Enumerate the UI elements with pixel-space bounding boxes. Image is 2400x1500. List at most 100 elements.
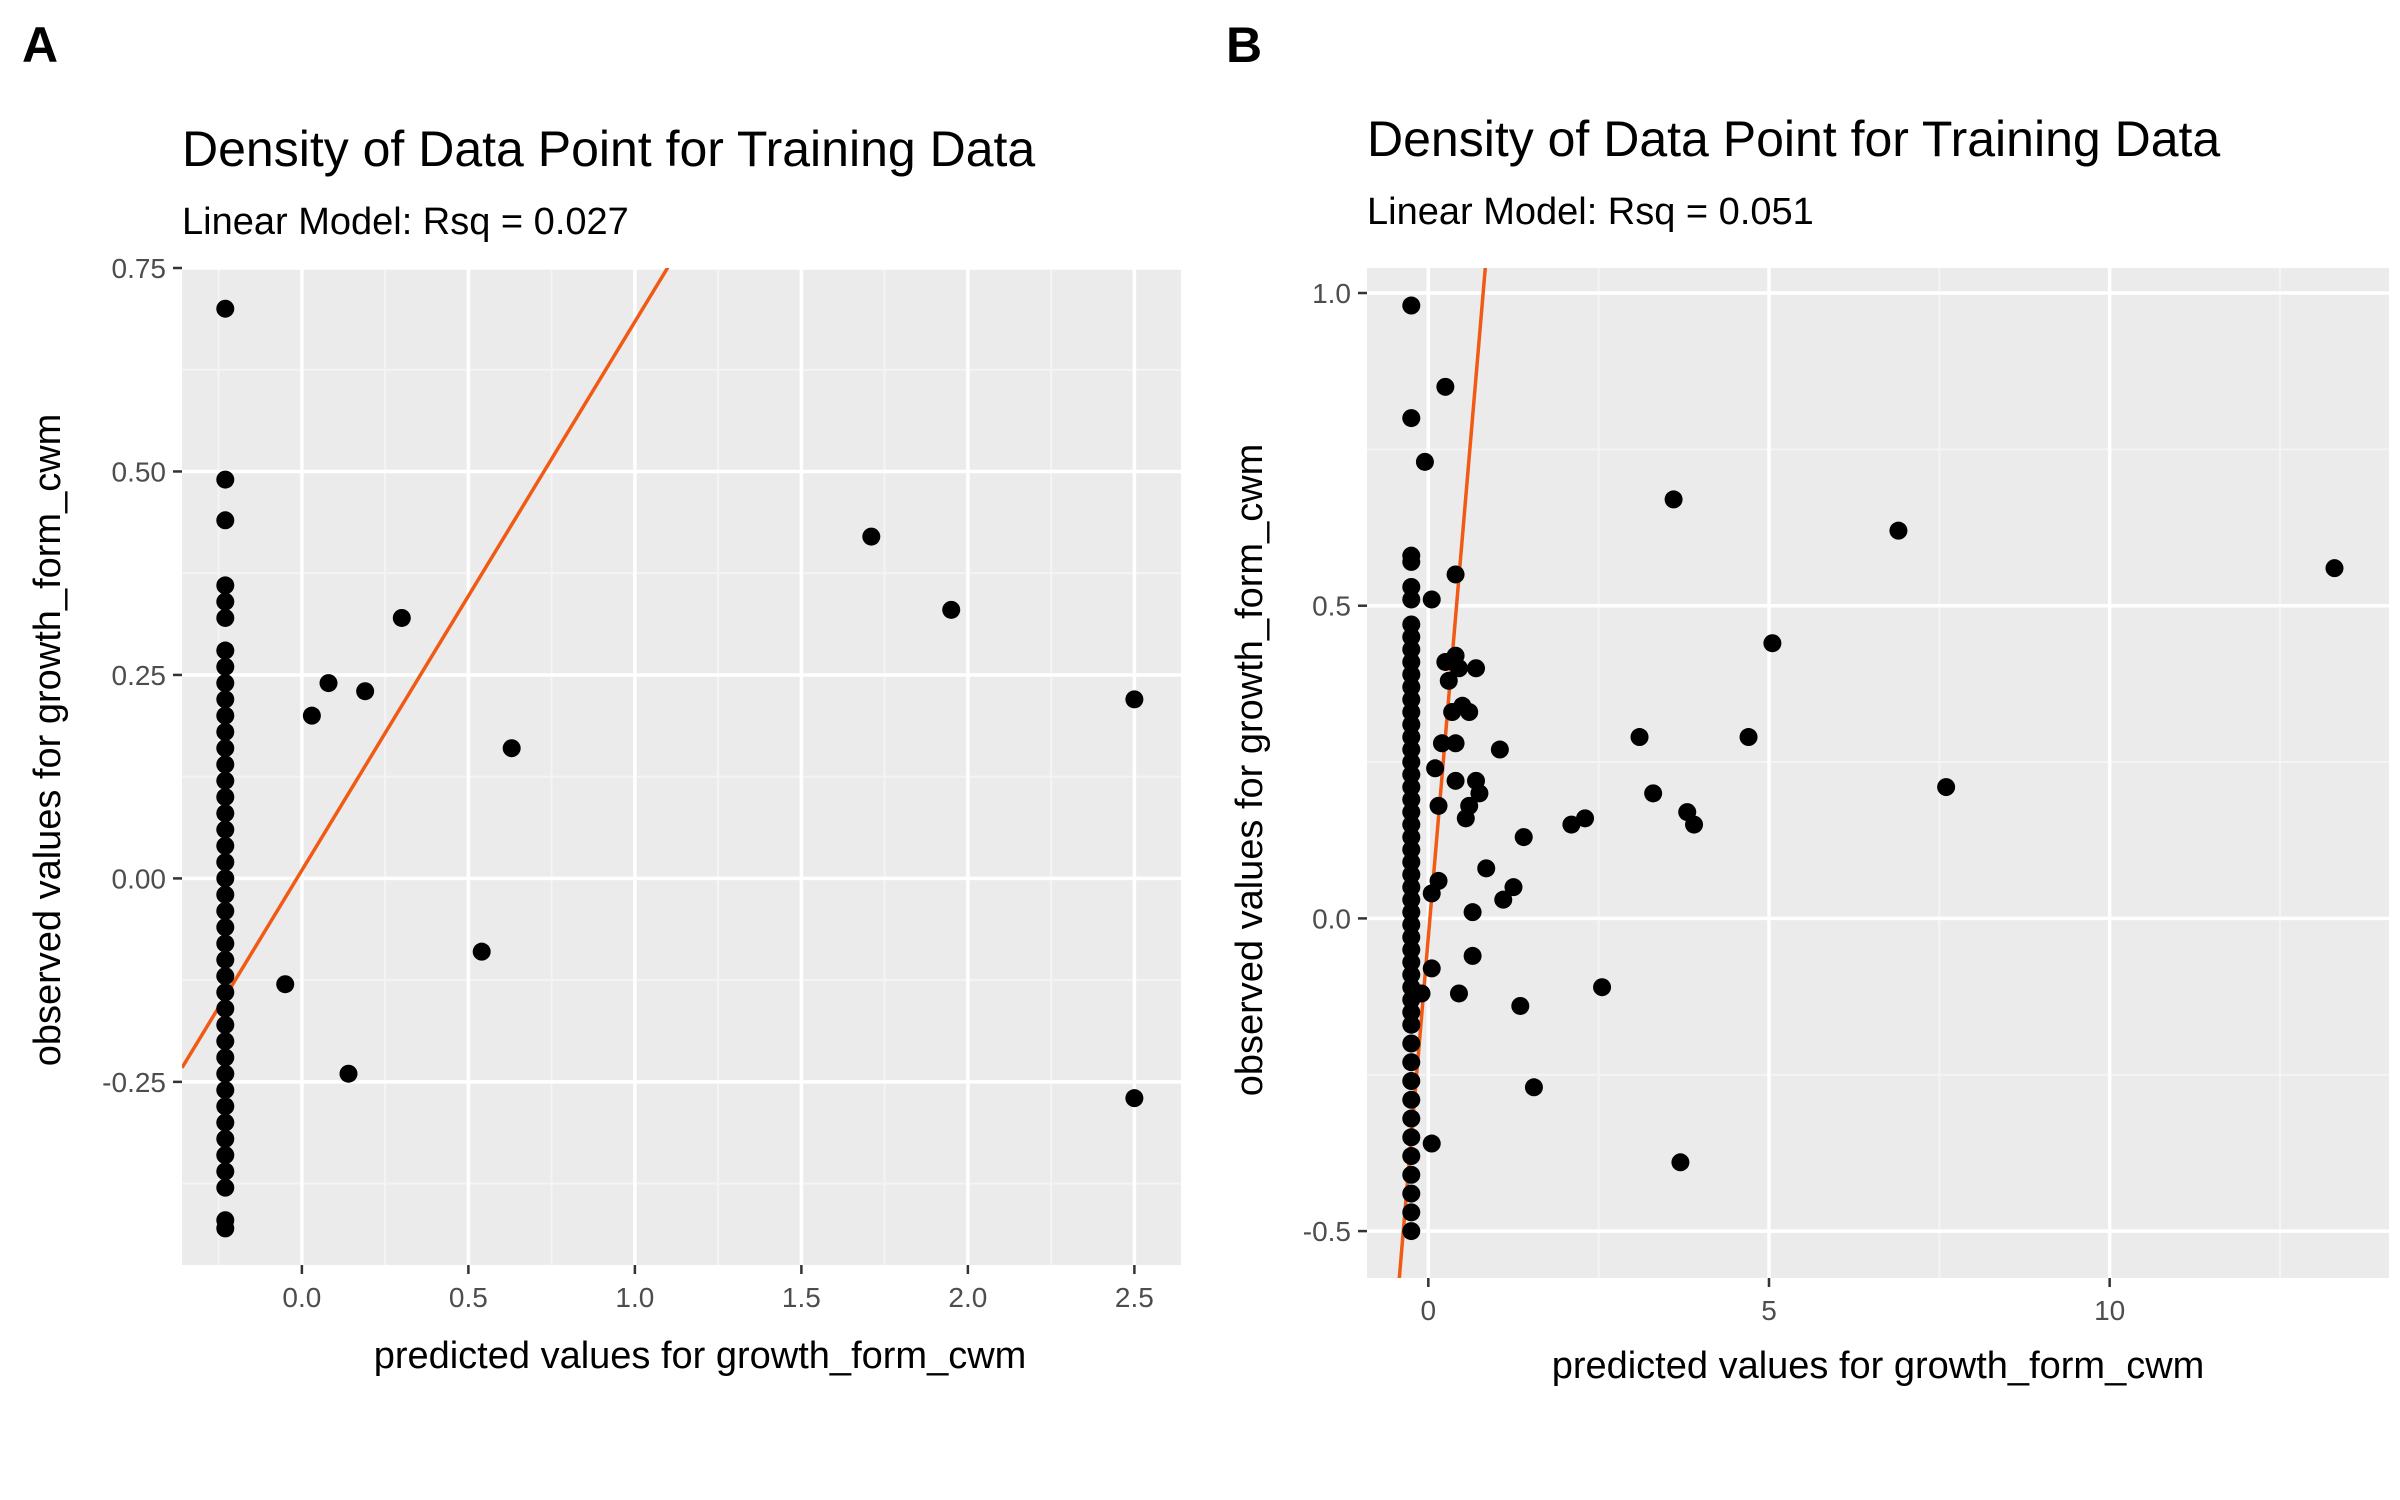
panel-a-data-point bbox=[216, 299, 235, 318]
panel-b-data-point bbox=[1402, 853, 1421, 872]
panel-b-data-point bbox=[1422, 884, 1441, 903]
panel-b-data-point bbox=[1402, 1109, 1421, 1128]
panel-b-data-point bbox=[1644, 784, 1663, 803]
panel-a-data-point bbox=[216, 1097, 235, 1116]
panel-b-data-point bbox=[1456, 809, 1475, 828]
panel-a-data-point bbox=[216, 1178, 235, 1197]
panel-b-data-point bbox=[1422, 1134, 1441, 1153]
panel-b-data-point bbox=[1402, 1072, 1421, 1091]
panel-b-data-point bbox=[1402, 409, 1421, 428]
panel-a-data-point bbox=[392, 608, 411, 627]
panel-b-data-point bbox=[1402, 652, 1421, 671]
panel-b-data-point bbox=[1593, 978, 1612, 997]
panel-a-data-point bbox=[216, 1113, 235, 1132]
panel-b-data-point bbox=[1402, 627, 1421, 646]
panel-b-y-tick-label: 1.0 bbox=[1312, 278, 1351, 309]
panel-a-data-point bbox=[216, 869, 235, 888]
panel-a-data-point bbox=[216, 608, 235, 627]
panel-b-data-point bbox=[1402, 915, 1421, 934]
panel-a-data-point bbox=[276, 975, 295, 994]
panel-b-data-point bbox=[1402, 1090, 1421, 1109]
panel-b-data-point bbox=[1463, 946, 1482, 965]
panel-b-points bbox=[1402, 296, 2344, 1241]
panel-a-data-point bbox=[216, 836, 235, 855]
panel-b-x-tick-label: 5 bbox=[1761, 1295, 1777, 1326]
panel-b: B Density of Data Point for Training Dat… bbox=[1226, 17, 2389, 1387]
panel-a-ticks: 0.0 0.5 1.0 1.5 2.0 2.5 -0.25 0.00 0.25 0.50 0.75 bbox=[102, 253, 1154, 1313]
panel-b-data-point bbox=[1402, 765, 1421, 784]
panel-b-data-point bbox=[1402, 552, 1421, 571]
panel-a-data-point bbox=[216, 739, 235, 758]
panel-b-data-point bbox=[1402, 1203, 1421, 1222]
panel-a-data-point bbox=[216, 885, 235, 904]
panel-b-data-point bbox=[1494, 890, 1513, 909]
panel-b-data-point bbox=[1422, 959, 1441, 978]
panel-a-data-point bbox=[302, 706, 321, 725]
panel-a-data-point bbox=[942, 600, 961, 619]
panel-b-data-point bbox=[1514, 828, 1533, 847]
panel-b-data-point bbox=[1460, 703, 1479, 722]
panel-b-data-point bbox=[1402, 577, 1421, 596]
panel-a-data-point bbox=[1125, 1089, 1144, 1108]
panel-a-data-point bbox=[216, 755, 235, 774]
panel-b-label: B bbox=[1226, 17, 1262, 73]
panel-b-ticks: 0 5 10 -0.5 0.0 0.5 1.0 bbox=[1303, 278, 2125, 1326]
panel-b-data-point bbox=[1402, 296, 1421, 315]
panel-b-data-point bbox=[1402, 1165, 1421, 1184]
panel-b-data-point bbox=[1446, 734, 1465, 753]
panel-b-data-point bbox=[1449, 984, 1468, 1003]
panel-b-y-tick-label: -0.5 bbox=[1303, 1216, 1351, 1247]
panel-b-data-point bbox=[1429, 796, 1448, 815]
panel-b-data-point bbox=[1432, 734, 1451, 753]
panel-a-subtitle: Linear Model: Rsq = 0.027 bbox=[182, 201, 629, 243]
panel-b-data-point bbox=[2325, 559, 2344, 578]
panel-b-data-point bbox=[1739, 728, 1758, 747]
panel-a-label: A bbox=[22, 17, 58, 73]
panel-a-data-point bbox=[216, 788, 235, 807]
panel-b-data-point bbox=[1415, 452, 1434, 471]
panel-a-data-point bbox=[216, 934, 235, 953]
panel-b-x-tick-label: 0 bbox=[1421, 1295, 1437, 1326]
panel-a-data-point bbox=[472, 942, 491, 961]
panel-b-data-point bbox=[1402, 1128, 1421, 1147]
panel-b-data-point bbox=[1402, 1147, 1421, 1166]
panel-b-data-point bbox=[1402, 940, 1421, 959]
panel-b-data-point bbox=[1463, 903, 1482, 922]
panel-a-data-point bbox=[502, 739, 521, 758]
panel-b-x-axis-title: predicted values for growth_form_cwm bbox=[1552, 1345, 2205, 1387]
panel-a-data-point bbox=[216, 1081, 235, 1100]
panel-a-data-point bbox=[339, 1064, 358, 1083]
panel-b-data-point bbox=[1402, 665, 1421, 684]
panel-a-data-point bbox=[216, 1219, 235, 1238]
panel-b-data-point bbox=[1402, 728, 1421, 747]
panel-a-title: Density of Data Point for Training Data bbox=[182, 121, 1035, 177]
panel-b-data-point bbox=[1402, 690, 1421, 709]
panel-a-plot-background bbox=[182, 268, 1181, 1265]
panel-b-data-point bbox=[1490, 740, 1509, 759]
panel-a-fit-line bbox=[182, 268, 670, 1069]
panel-b-data-point bbox=[1439, 671, 1458, 690]
panel-a-data-point bbox=[216, 1129, 235, 1148]
panel-a-data-point bbox=[216, 950, 235, 969]
panel-a-data-point bbox=[216, 820, 235, 839]
panel-a-gridlines bbox=[182, 266, 1181, 1265]
panel-a-data-point bbox=[216, 706, 235, 725]
panel-b-data-point bbox=[1524, 1078, 1543, 1097]
panel-b-data-point bbox=[1402, 1003, 1421, 1022]
panel-b-y-tick-label: 0.0 bbox=[1312, 903, 1351, 934]
panel-b-data-point bbox=[1446, 771, 1465, 790]
panel-a-data-point bbox=[216, 470, 235, 489]
panel-b-data-point bbox=[1449, 659, 1468, 678]
panel-a-data-point bbox=[216, 853, 235, 872]
panel-a: A Density of Data Point for Training Dat… bbox=[22, 17, 1181, 1377]
panel-a-x-tick-label: 1.0 bbox=[615, 1282, 654, 1313]
panel-a-data-point bbox=[862, 527, 881, 546]
panel-a-data-area bbox=[182, 268, 1144, 1238]
panel-a-x-axis-title: predicted values for growth_form_cwm bbox=[374, 1335, 1027, 1377]
panel-a-data-point bbox=[216, 1048, 235, 1067]
panel-b-data-point bbox=[1402, 840, 1421, 859]
panel-a-data-point bbox=[216, 722, 235, 741]
panel-a-x-tick-label: 2.5 bbox=[1115, 1282, 1154, 1313]
panel-a-data-point bbox=[216, 690, 235, 709]
panel-b-data-point bbox=[1402, 715, 1421, 734]
